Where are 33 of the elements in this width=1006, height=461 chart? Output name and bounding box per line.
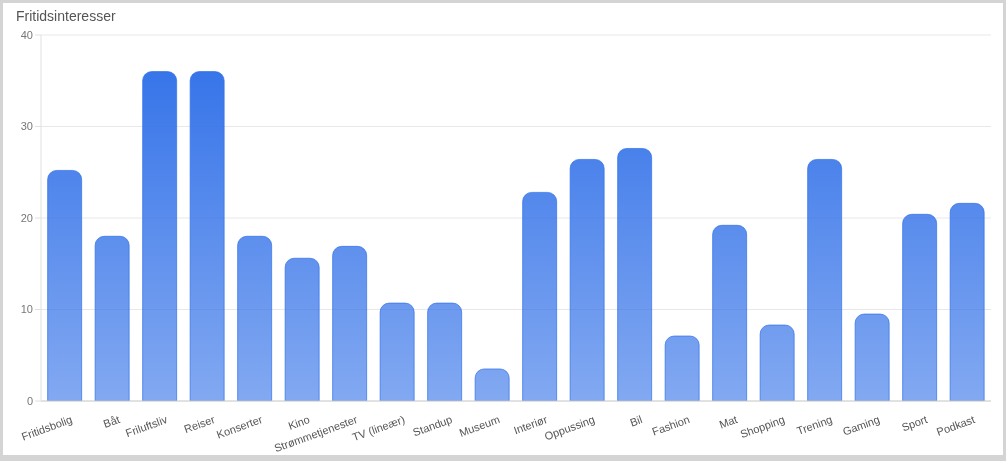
x-tick-label: Reiser bbox=[182, 412, 217, 436]
x-tick-label: Mat bbox=[717, 413, 739, 431]
bar bbox=[759, 324, 795, 401]
bar bbox=[237, 235, 273, 401]
y-tick-label: 20 bbox=[20, 211, 33, 224]
x-tick-label: Bil bbox=[628, 413, 644, 429]
bar bbox=[142, 71, 178, 401]
bar bbox=[712, 224, 748, 401]
bar bbox=[189, 71, 225, 401]
x-tick-label: Sport bbox=[899, 413, 929, 434]
bar bbox=[807, 158, 843, 401]
x-tick-label: Gaming bbox=[841, 413, 882, 438]
x-tick-label: Båt bbox=[101, 413, 122, 430]
bar bbox=[569, 158, 605, 401]
y-tick-label: 40 bbox=[20, 28, 33, 41]
bar bbox=[902, 213, 938, 401]
y-tick-label: 0 bbox=[26, 394, 33, 407]
bar bbox=[664, 335, 700, 401]
y-tick-label: 30 bbox=[20, 120, 33, 133]
y-tick-label: 10 bbox=[20, 303, 33, 316]
bar bbox=[332, 245, 368, 401]
bar bbox=[854, 313, 890, 401]
bar bbox=[284, 257, 320, 401]
x-tick-label: Trening bbox=[795, 413, 834, 437]
bar bbox=[47, 169, 83, 401]
bar bbox=[617, 147, 653, 401]
bar bbox=[474, 368, 510, 401]
bar bbox=[94, 235, 130, 401]
bar bbox=[427, 302, 463, 401]
chart-title: Fritidsinteresser bbox=[16, 8, 116, 24]
bar bbox=[522, 191, 558, 401]
bar bbox=[379, 302, 415, 401]
bar bbox=[949, 202, 985, 401]
